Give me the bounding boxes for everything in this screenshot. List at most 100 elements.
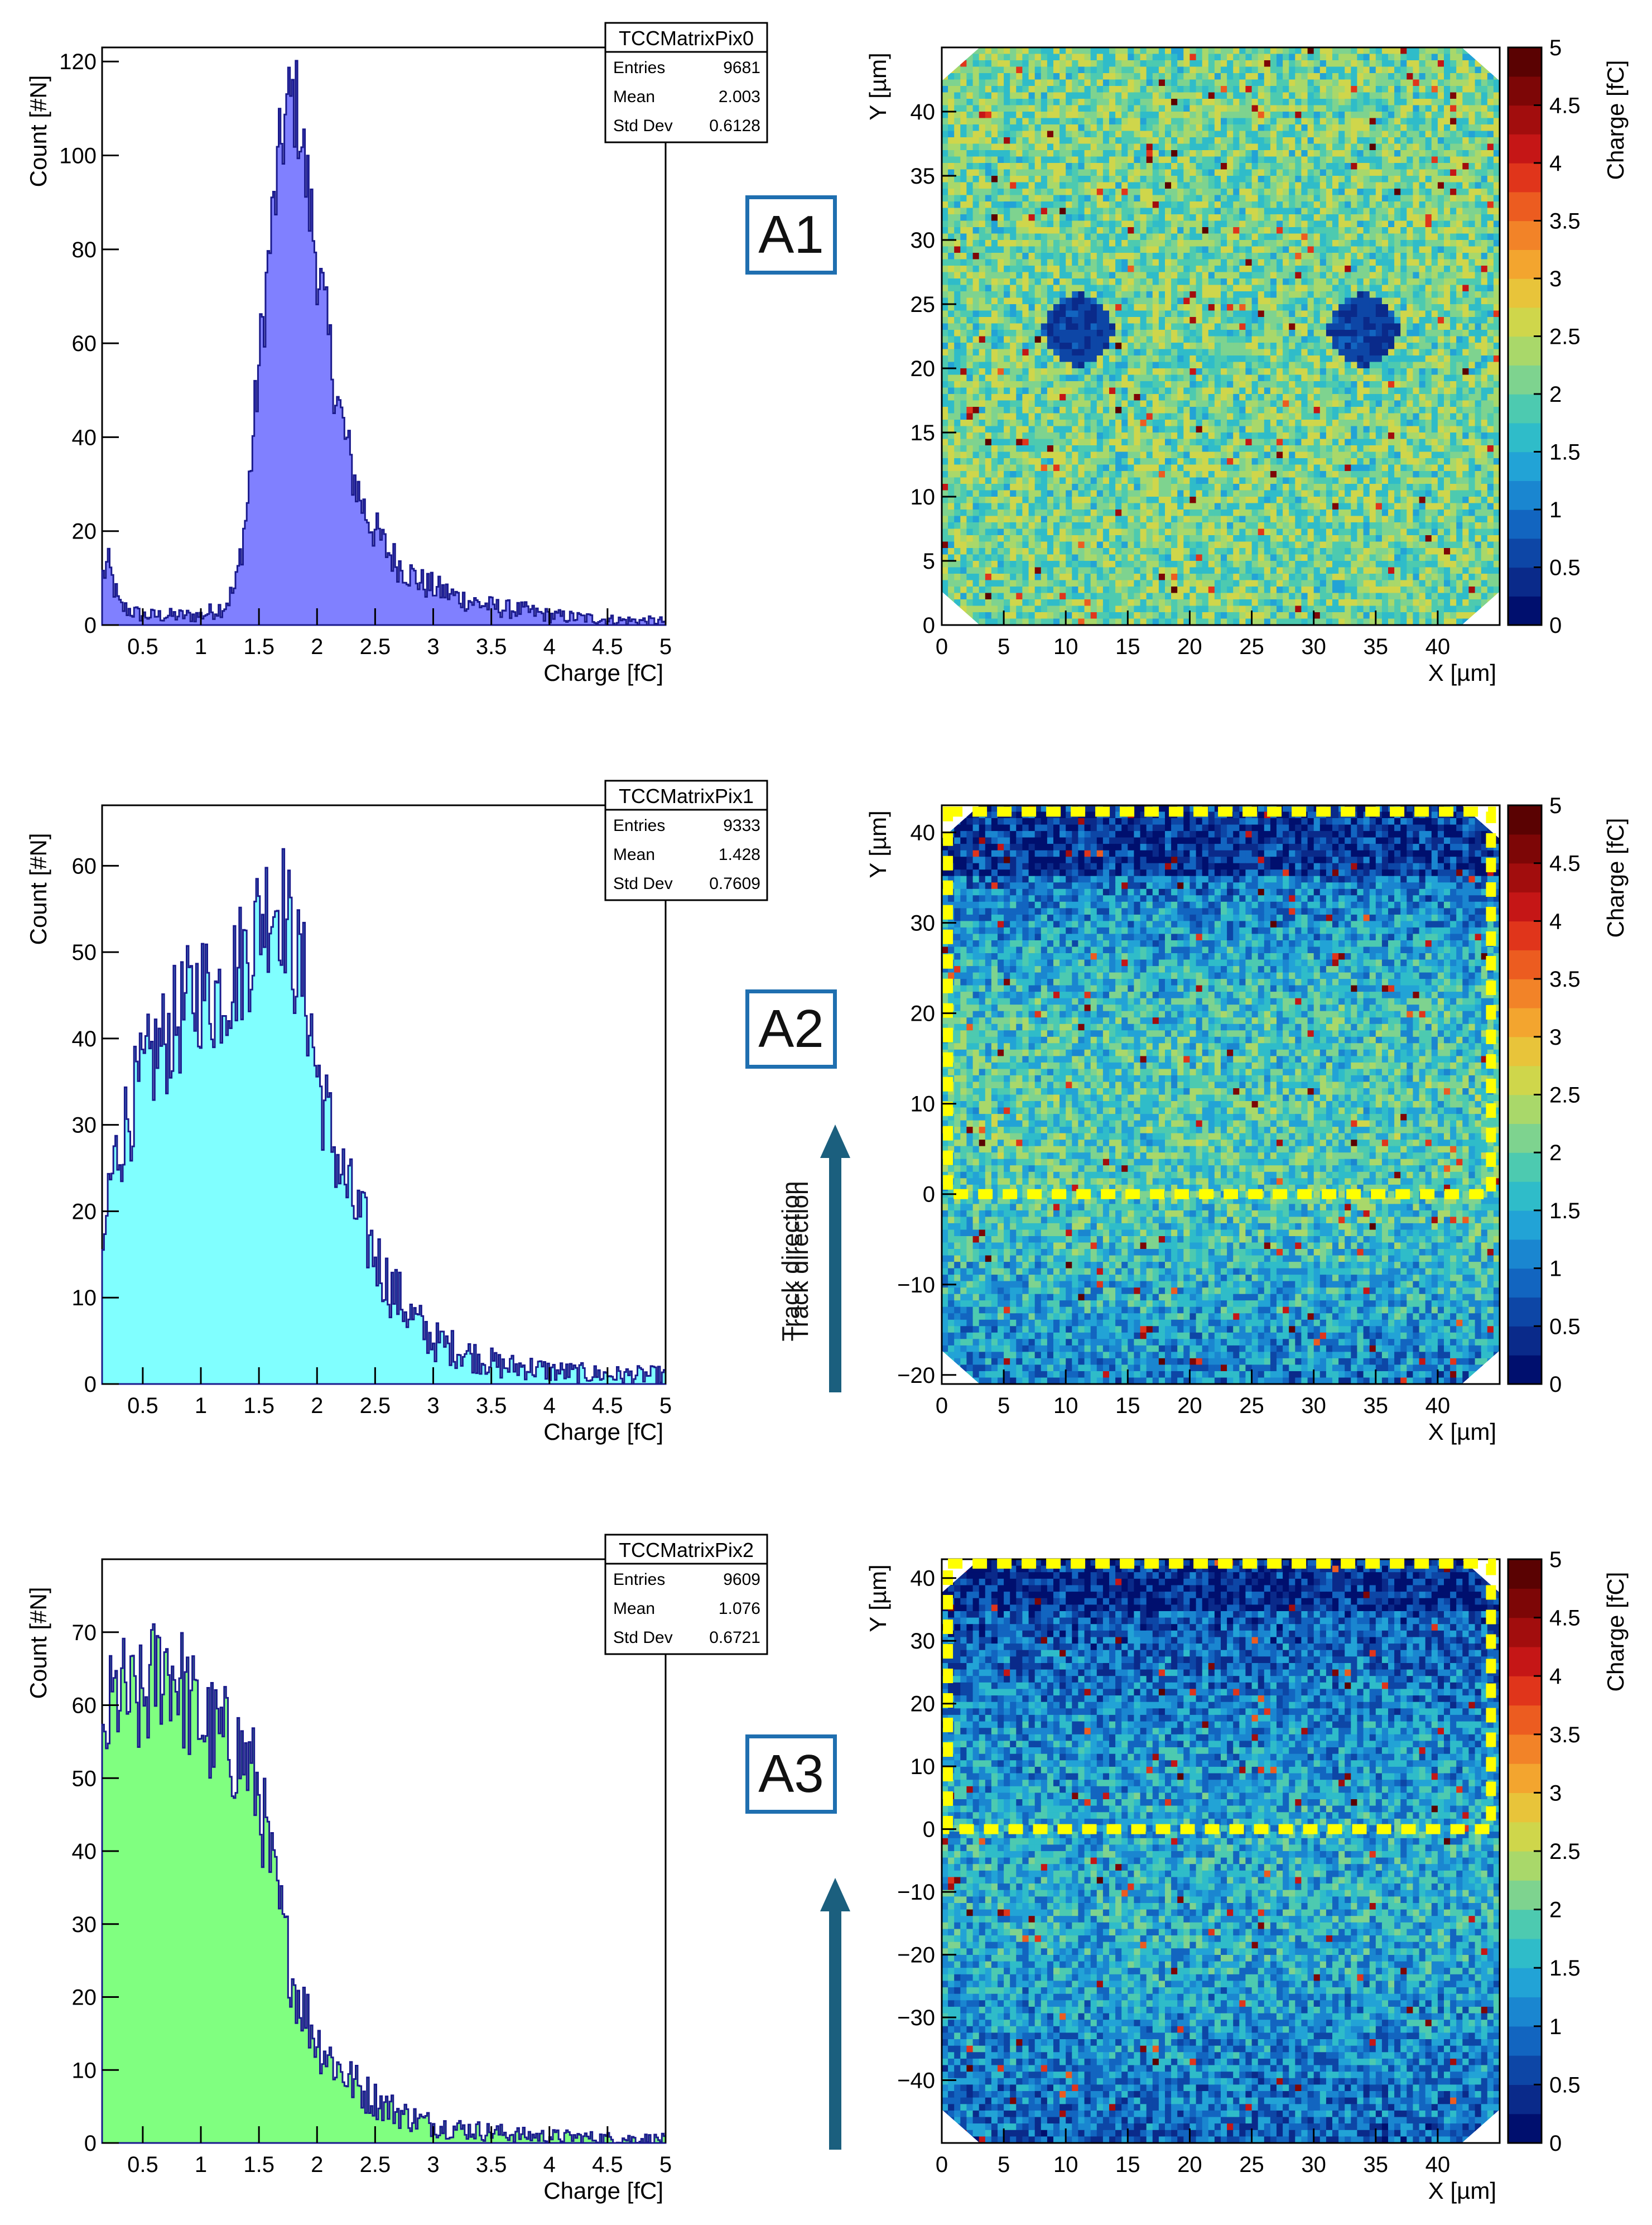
heatmap-cell (1202, 201, 1209, 209)
heatmap-cell (1059, 266, 1066, 273)
heatmap-cell (1363, 176, 1370, 183)
heatmap-cell (1419, 220, 1426, 228)
heatmap-cell (1158, 259, 1165, 266)
heatmap-cell (1357, 189, 1364, 196)
heatmap-cell (1134, 54, 1141, 61)
heatmap-cell (991, 169, 998, 176)
heatmap-cell (1109, 156, 1116, 164)
heatmap-cell (954, 105, 961, 112)
heatmap-cell (1444, 150, 1451, 157)
heatmap-cell (1059, 195, 1066, 202)
heatmap-cell (1407, 266, 1413, 273)
heatmap-cell (1041, 349, 1048, 356)
heatmap-cell (1338, 79, 1345, 86)
heatmap-cell (985, 169, 992, 176)
heatmap-cell (1475, 233, 1482, 241)
heatmap-cell (1332, 163, 1339, 170)
heatmap-cell (1177, 150, 1184, 157)
heatmap-cell (1227, 99, 1234, 106)
heatmap-cell (1233, 362, 1240, 369)
heatmap-cell (1028, 246, 1035, 253)
heatmap-cell (1165, 73, 1172, 80)
heatmap-cell (1096, 374, 1104, 382)
heatmap-cell (1363, 297, 1370, 305)
heatmap-cell (1028, 137, 1035, 145)
heatmap-cell (1400, 240, 1407, 247)
heatmap-cell (1319, 182, 1327, 189)
heatmap-cell (1109, 362, 1116, 369)
heatmap-cell (1214, 233, 1221, 241)
heatmap-cell (1016, 349, 1023, 356)
heatmap-cell (948, 304, 955, 311)
heatmap-cell (1121, 266, 1128, 273)
heatmap-cell (998, 105, 1004, 112)
heatmap-cell (1375, 118, 1383, 125)
heatmap-cell (1307, 208, 1314, 215)
heatmap-cell (1456, 220, 1463, 228)
heatmap-cell (1487, 336, 1494, 343)
heatmap-cell (1016, 66, 1023, 74)
heatmap-cell (1078, 355, 1085, 363)
heatmap-cell (1090, 259, 1097, 266)
heatmap-cell (954, 336, 961, 343)
heatmap-cell (1202, 112, 1209, 119)
heatmap-cell (1010, 343, 1017, 350)
heatmap-cell (1034, 233, 1042, 241)
heatmap-cell (1475, 118, 1482, 125)
heatmap-cell (985, 246, 992, 253)
heatmap-cell (1158, 137, 1165, 145)
heatmap-cell (1487, 297, 1494, 305)
heatmap-cell (1016, 195, 1023, 202)
heatmap-cell (1233, 381, 1240, 388)
heatmap-cell (1444, 169, 1451, 176)
heatmap-cell (1307, 278, 1314, 286)
stats-value: 9681 (723, 59, 760, 77)
heatmap-cell (1419, 112, 1426, 119)
heatmap-cell (1096, 343, 1104, 350)
heatmap-cell (1332, 246, 1339, 253)
heatmap-cell (1165, 297, 1172, 305)
heatmap-cell (1289, 66, 1295, 74)
heatmap-cell (1283, 310, 1289, 318)
heatmap-cell (1134, 227, 1141, 234)
heatmap-cell (1425, 60, 1432, 68)
heatmap-cell (1307, 156, 1314, 164)
heatmap-cell (1016, 368, 1023, 376)
heatmap-cell (1357, 349, 1364, 356)
heatmap-cell (1208, 182, 1215, 189)
heatmap-cell (1214, 163, 1221, 170)
heatmap-cell (1140, 150, 1147, 157)
heatmap-cell (1016, 310, 1023, 318)
heatmap-cell (1041, 368, 1048, 376)
heatmap-cell (1493, 381, 1500, 388)
heatmap-cell (1444, 66, 1451, 74)
heatmap-cell (1053, 336, 1060, 343)
heatmap-cell (1283, 336, 1289, 343)
heatmap-cell (1189, 374, 1197, 382)
heatmap-cell (1283, 176, 1289, 183)
heatmap-cell (1041, 99, 1048, 106)
heatmap-cell (1283, 118, 1289, 125)
heatmap-cell (1233, 297, 1240, 305)
heatmap-cell (1102, 291, 1110, 299)
heatmap-cell (991, 227, 998, 234)
heatmap-cell (1214, 285, 1221, 292)
heatmap-cell (1128, 169, 1134, 176)
heatmap-cell (1084, 259, 1091, 266)
heatmap-cell (1171, 195, 1178, 202)
heatmap-cell (1121, 214, 1128, 222)
heatmap-cell (991, 54, 998, 61)
heatmap-cell (1196, 330, 1203, 337)
x-tick-label: 3 (427, 635, 439, 659)
heatmap-cell (991, 143, 998, 151)
heatmap-cell (1357, 278, 1364, 286)
heatmap-cell (1326, 253, 1333, 260)
heatmap-cell (1245, 362, 1253, 369)
heatmap-cell (1177, 182, 1184, 189)
heatmap-cell (1351, 131, 1357, 138)
heatmap-cell (1233, 214, 1240, 222)
heatmap-cell (1165, 201, 1172, 209)
y-tick-label: 60 (72, 854, 97, 878)
heatmap-cell (1245, 323, 1253, 330)
heatmap-cell (1283, 79, 1289, 86)
